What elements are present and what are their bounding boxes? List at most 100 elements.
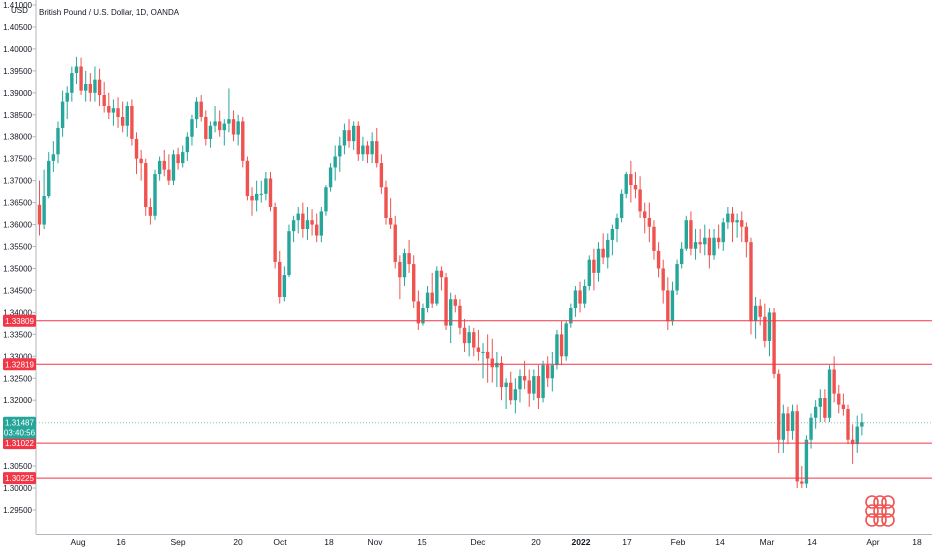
time-tick-label: 2022 bbox=[572, 537, 591, 547]
candle-body bbox=[703, 237, 707, 245]
candle-body bbox=[37, 204, 42, 225]
candle-body bbox=[800, 481, 804, 484]
candle bbox=[430, 272, 434, 308]
candle-body bbox=[398, 261, 402, 278]
candle-body bbox=[190, 119, 194, 137]
candle bbox=[448, 292, 453, 344]
level-label-text: 1.30225 bbox=[5, 474, 34, 483]
candle-body bbox=[153, 174, 157, 216]
candle bbox=[555, 329, 559, 370]
candle-body bbox=[716, 237, 721, 243]
candle-body bbox=[629, 174, 633, 186]
candle bbox=[259, 180, 263, 203]
candle bbox=[462, 318, 467, 352]
price-tick-label: 1.30000 bbox=[3, 484, 32, 493]
candle-body bbox=[721, 222, 725, 243]
candle-body bbox=[813, 406, 818, 418]
candle-body bbox=[481, 351, 485, 353]
candle bbox=[837, 384, 841, 414]
candle-body bbox=[162, 160, 166, 170]
candle-body bbox=[472, 332, 476, 348]
candle-body bbox=[93, 79, 97, 93]
time-tick-label: Sep bbox=[170, 537, 185, 547]
candle-body bbox=[795, 411, 799, 482]
price-tick-label: 1.40000 bbox=[3, 45, 32, 54]
candle bbox=[444, 272, 448, 330]
candle bbox=[504, 378, 508, 409]
candle bbox=[425, 286, 430, 313]
candle-body bbox=[107, 106, 111, 113]
candle-body bbox=[351, 125, 356, 142]
candle bbox=[647, 202, 652, 243]
candle bbox=[813, 400, 818, 429]
candle-body bbox=[97, 79, 102, 96]
price-tick-label: 1.35500 bbox=[3, 243, 32, 252]
price-axis[interactable]: 1.41000 1.40500 1.40000 1.39500 1.39000 1.385… bbox=[3, 0, 37, 534]
candle bbox=[217, 110, 222, 137]
candle-body bbox=[744, 226, 749, 243]
candle-body bbox=[134, 138, 139, 159]
candle bbox=[781, 404, 786, 453]
candle bbox=[185, 132, 190, 161]
candle bbox=[287, 224, 291, 278]
time-tick-label: 18 bbox=[912, 537, 922, 547]
level-price-label: 1.32819 bbox=[3, 358, 36, 371]
candle-body bbox=[596, 248, 601, 273]
candle bbox=[439, 266, 444, 291]
price-lines bbox=[36, 320, 932, 479]
candle-body bbox=[42, 196, 46, 225]
candle-body bbox=[615, 217, 619, 229]
level-label-text: 1.31022 bbox=[5, 439, 34, 448]
candle-body bbox=[116, 108, 120, 117]
candle bbox=[435, 266, 439, 306]
candle bbox=[522, 360, 527, 390]
candle bbox=[666, 277, 670, 330]
candle-body bbox=[217, 121, 222, 131]
candle-body bbox=[527, 380, 531, 394]
candle bbox=[412, 255, 416, 308]
candle-body bbox=[370, 141, 374, 155]
candle-body bbox=[587, 259, 591, 287]
candle bbox=[273, 202, 277, 269]
candle-body bbox=[601, 248, 605, 258]
candle-body bbox=[767, 312, 772, 341]
candle-body bbox=[476, 347, 481, 352]
candle-body bbox=[670, 290, 675, 322]
candle-body bbox=[610, 228, 615, 240]
candle bbox=[767, 308, 772, 357]
candle-body bbox=[315, 224, 319, 236]
candle-body bbox=[278, 261, 282, 298]
candle bbox=[199, 95, 203, 122]
candle-body bbox=[245, 160, 250, 197]
candle-body bbox=[730, 213, 735, 223]
price-tick-label: 1.38000 bbox=[3, 133, 32, 142]
candle bbox=[361, 136, 365, 161]
candle bbox=[615, 213, 619, 243]
candle bbox=[227, 88, 231, 133]
time-axis[interactable]: Aug 16 Sep 20 Oct 18 Nov 15 Dec 20 2022 17 Feb 14 Mar 1… bbox=[36, 534, 932, 548]
candle-body bbox=[458, 305, 462, 328]
candle bbox=[527, 369, 531, 407]
candle bbox=[328, 163, 333, 192]
price-tick-label: 1.32000 bbox=[3, 396, 32, 405]
time-tick-label: Oct bbox=[273, 537, 287, 547]
candle-body bbox=[324, 187, 328, 212]
candle-body bbox=[65, 92, 69, 102]
candle bbox=[393, 215, 397, 269]
candle-body bbox=[578, 290, 582, 304]
candle bbox=[60, 90, 65, 137]
candle bbox=[65, 86, 69, 120]
time-tick-label: 20 bbox=[531, 537, 541, 547]
candle-body bbox=[555, 334, 559, 366]
candle bbox=[402, 248, 407, 287]
candle-body bbox=[194, 101, 199, 120]
candle bbox=[153, 169, 157, 221]
candle bbox=[222, 119, 226, 146]
level-label-bg bbox=[3, 358, 36, 371]
candle-body bbox=[282, 275, 287, 298]
candle bbox=[481, 343, 485, 379]
candle-body bbox=[444, 277, 448, 326]
candle bbox=[88, 73, 93, 102]
